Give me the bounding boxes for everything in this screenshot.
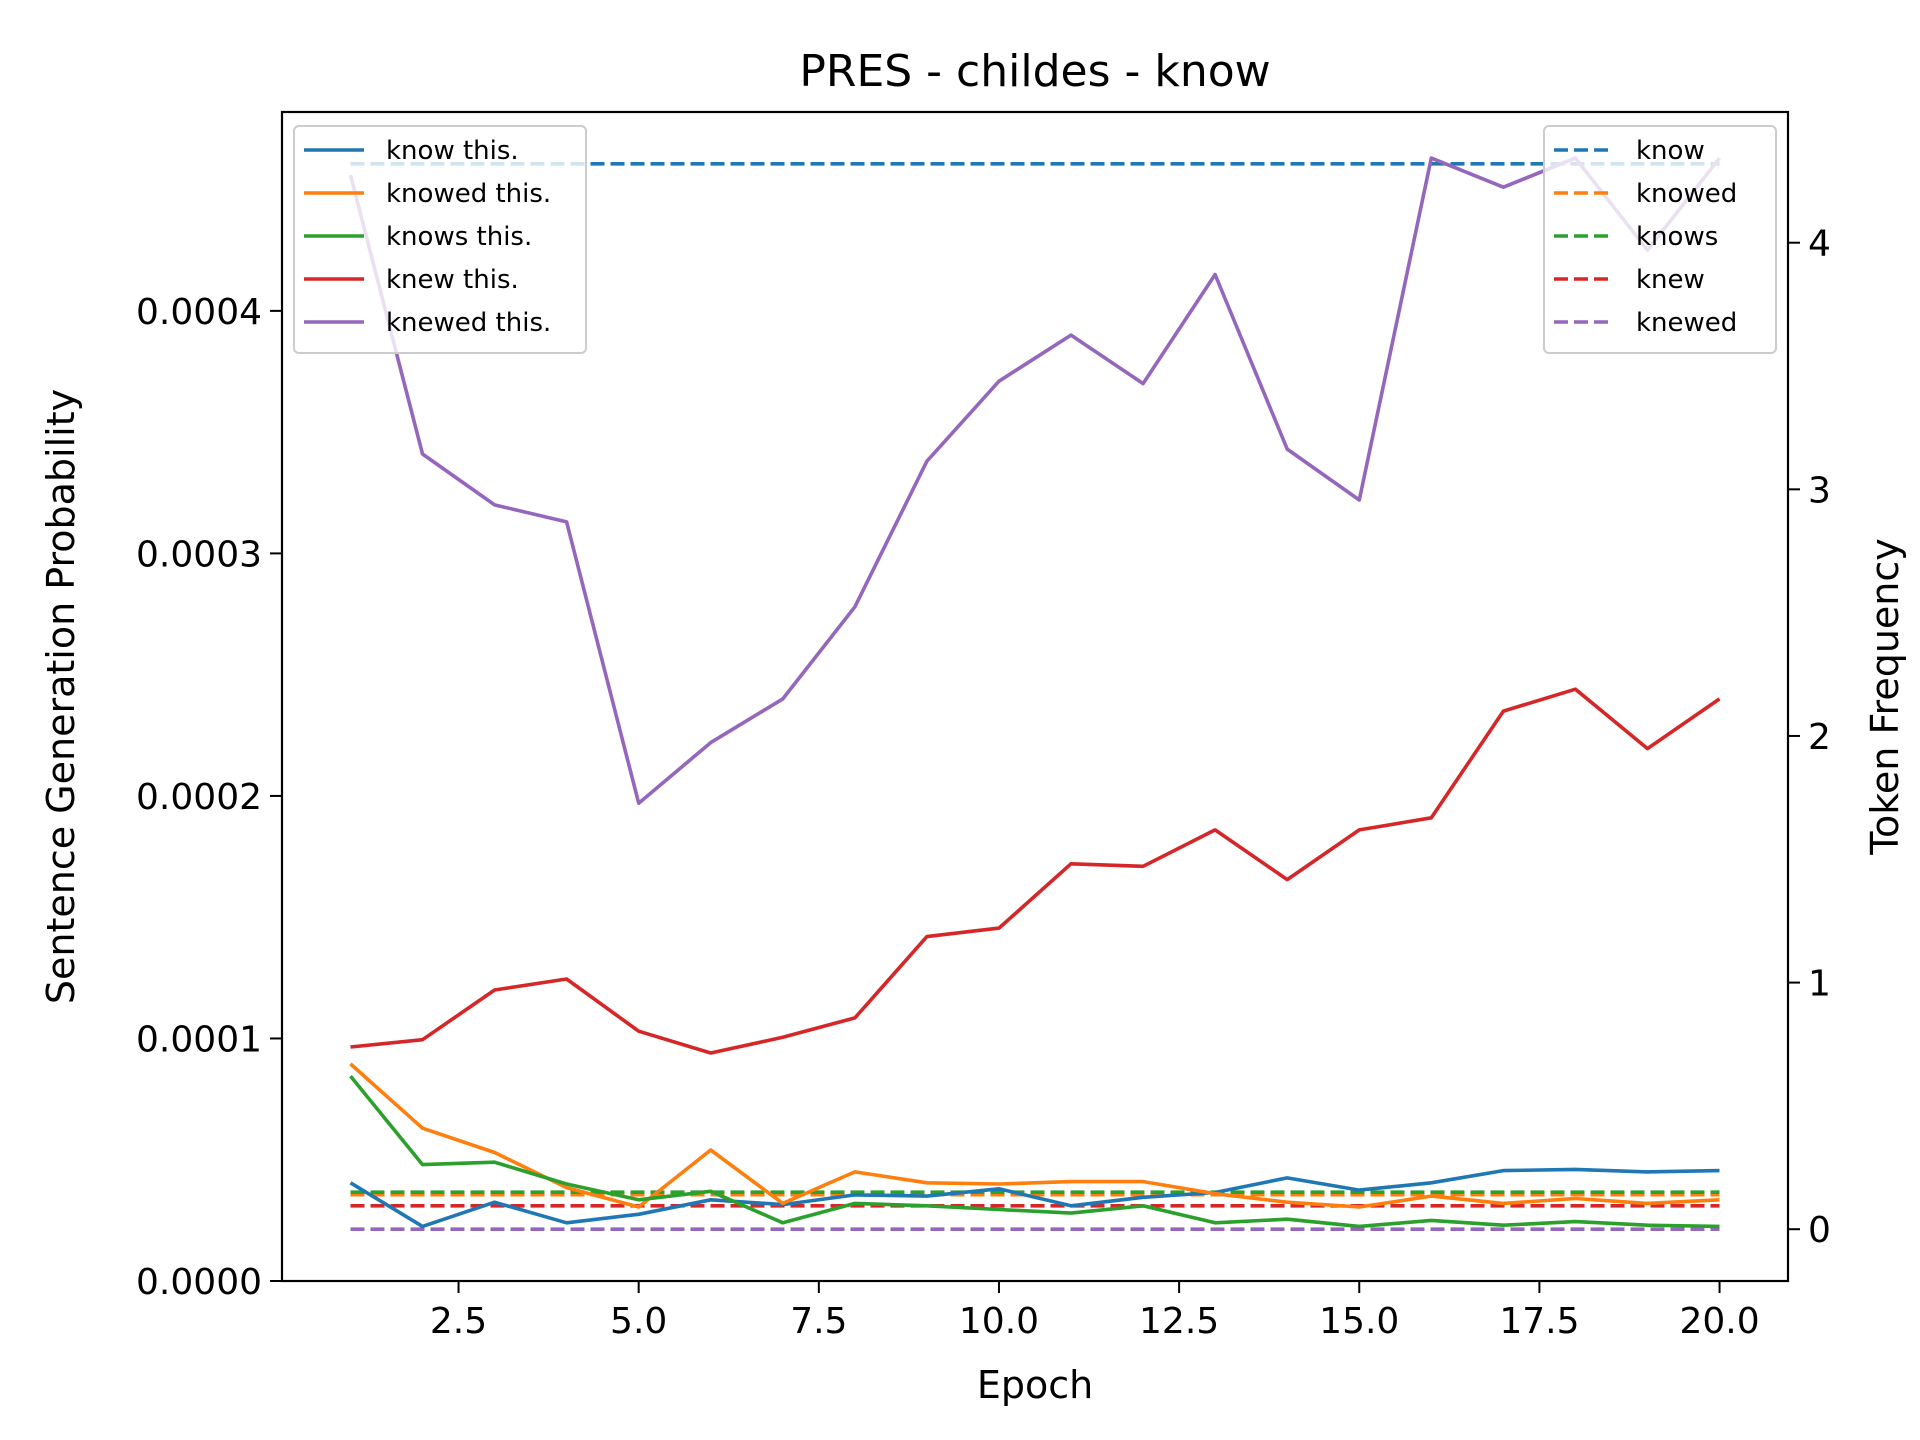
legend-box — [1543, 125, 1777, 354]
y-left-tick-label: 0.0001 — [136, 1019, 262, 1060]
legend-label: knows — [1636, 222, 1718, 252]
x-tick-label: 5.0 — [610, 1301, 667, 1342]
y-right-tick-label: 1 — [1808, 964, 1831, 1005]
y-right-tick-label: 2 — [1808, 717, 1831, 758]
legend-label: know — [1636, 136, 1705, 166]
x-tick-label: 10.0 — [959, 1301, 1039, 1342]
legend-label: knewed — [1636, 308, 1737, 338]
x-axis-label: Epoch — [977, 1363, 1093, 1407]
legend-label: knew — [1636, 265, 1705, 295]
chart-title: PRES - childes - know — [799, 46, 1270, 97]
y-right-tick-label: 3 — [1808, 470, 1831, 511]
x-tick-label: 12.5 — [1139, 1301, 1219, 1342]
y-left-tick-label: 0.0003 — [136, 534, 262, 575]
legend-left: know this. knowed this. knows this. knew th… — [293, 125, 587, 354]
series-line-know-this — [349, 1167, 1720, 1229]
legend-label: knewed this. — [386, 308, 551, 338]
y-left-tick-label: 0.0002 — [136, 777, 262, 818]
y-right-axis-ticks: 0 1 2 3 4 — [1788, 224, 1831, 1251]
y-right-tick-label: 4 — [1808, 224, 1831, 265]
legend-right: know knowed knows knew knewed — [1543, 125, 1777, 354]
series-line-knowed-this — [349, 1062, 1720, 1209]
legend-box — [293, 125, 587, 354]
legend-label: knows this. — [386, 222, 532, 252]
x-tick-label: 15.0 — [1319, 1301, 1399, 1342]
y-left-tick-label: 0.0000 — [136, 1262, 262, 1303]
series-line-knows-this — [349, 1074, 1720, 1229]
x-tick-label: 7.5 — [790, 1301, 847, 1342]
x-tick-label: 20.0 — [1679, 1301, 1759, 1342]
plot-frame — [280, 110, 1790, 1283]
legend-label: knowed — [1636, 179, 1737, 209]
legend-label: knowed this. — [386, 179, 551, 209]
series-line-knew-this — [350, 687, 1721, 1055]
plot-lines — [348, 156, 1721, 1231]
y-left-axis-label: Sentence Generation Probability — [39, 389, 83, 1004]
x-axis-ticks: 2.5 5.0 7.5 10.0 12.5 15.0 17.5 20.0 — [430, 1281, 1760, 1342]
legend-label: know this. — [386, 136, 519, 166]
x-tick-label: 2.5 — [430, 1301, 487, 1342]
series-line-knewed-this — [348, 156, 1721, 806]
y-right-axis-label: Token Frequency — [1863, 538, 1907, 856]
legend-label: knew this. — [386, 265, 519, 295]
x-tick-label: 17.5 — [1499, 1301, 1579, 1342]
y-right-tick-label: 0 — [1808, 1210, 1831, 1251]
y-left-tick-label: 0.0004 — [136, 292, 262, 333]
y-left-axis-ticks: 0.0000 0.0001 0.0002 0.0003 0.0004 — [136, 292, 282, 1303]
